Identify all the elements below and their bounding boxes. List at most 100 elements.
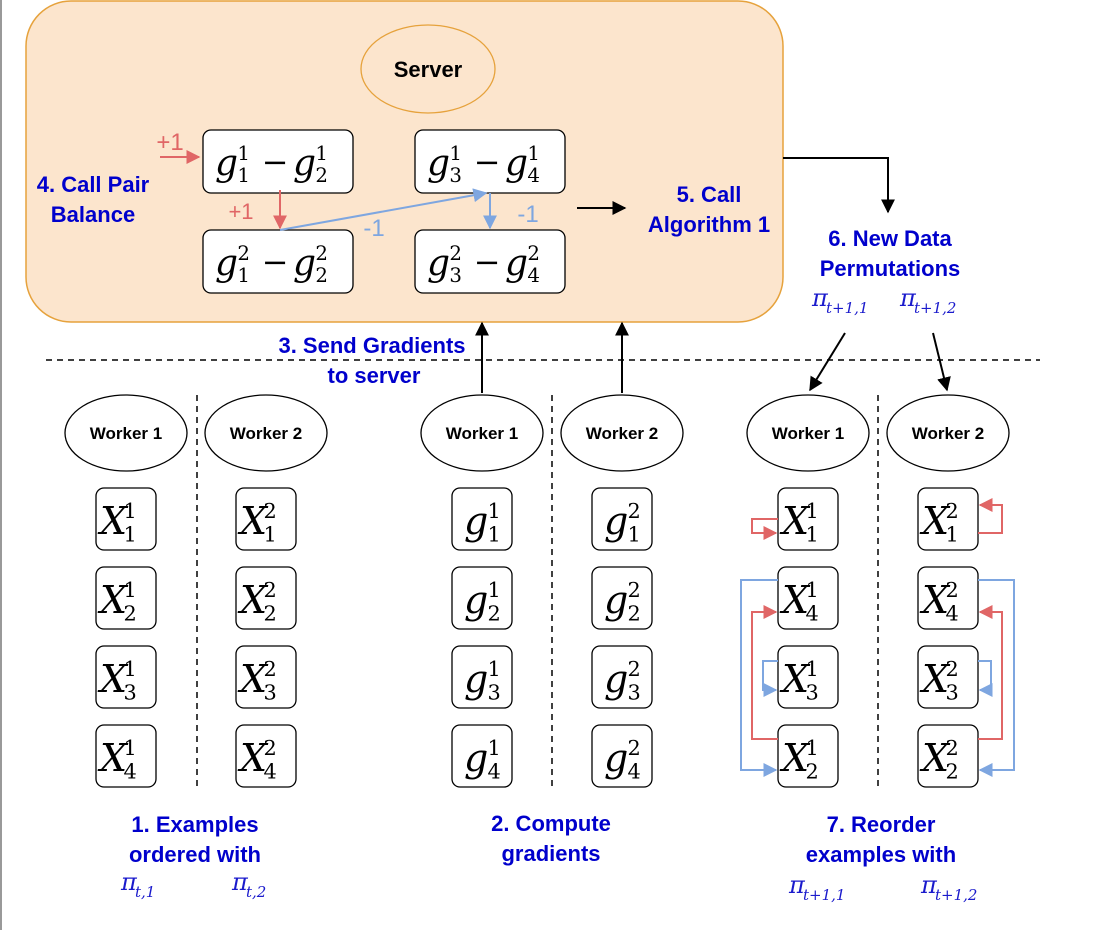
pair-term-b-letter: g: [505, 243, 528, 284]
w1-reorder-blue-self: [762, 660, 778, 697]
pi-new-permutation-1: πt+1,1: [811, 284, 868, 317]
cell-symbol-sub: 2: [488, 602, 501, 626]
cell-symbol-letter: X: [97, 578, 129, 622]
grads_w2-cell: g 24: [591, 724, 653, 788]
algorithm-label-line1: 5. Call: [677, 182, 742, 207]
cell-symbol-letter: X: [237, 578, 269, 622]
pair-term-b-sup: 1: [315, 142, 328, 165]
cell-symbol-sup: 2: [946, 499, 959, 523]
cell-symbol-sub: 4: [264, 760, 277, 784]
worker-nodes: Worker 1 Worker 2 Worker 1 Worker 2 Worker 1…: [64, 394, 1010, 472]
examples_w1-cell: X12: [95, 566, 157, 630]
cell-symbol-sup: 2: [628, 499, 641, 523]
pi-letter: π: [788, 871, 806, 899]
grads_w2-cell: g 22: [591, 566, 653, 630]
cell-frame: [777, 724, 839, 788]
cell-symbol-sup: 2: [946, 736, 959, 760]
cell-symbol-letter: X: [97, 499, 129, 543]
server-title: Server: [394, 57, 463, 82]
examples_w2-cell: X22: [235, 566, 297, 630]
cell-symbol-letter: X: [237, 499, 269, 543]
grads_w1-cell: g 11: [451, 487, 513, 551]
w2-reorder-blue-swap: [978, 579, 1015, 777]
cell-symbol-sub: 4: [124, 760, 137, 784]
pi-subscript: t,2: [246, 883, 266, 901]
reorder_w1-cell: X11: [777, 487, 839, 551]
reorder_w2-cell: X21: [917, 487, 979, 551]
examples-label-line2: ordered with: [129, 842, 261, 867]
w1-reorder-red-swap: [751, 605, 778, 740]
new-perm-label-line2: Permutations: [820, 256, 961, 281]
cell-symbol-sup: 1: [488, 499, 501, 523]
cell-symbol-sub: 3: [806, 681, 819, 705]
pair-term-a-letter: g: [427, 143, 450, 184]
cell-symbol-letter: g: [464, 578, 488, 622]
cell-symbol-sub: 4: [946, 602, 959, 626]
cell-symbol-sup: 1: [124, 499, 137, 523]
pair-balance-label-line2: Balance: [51, 202, 135, 227]
pair-term-b-letter: g: [293, 143, 316, 184]
pair-term-a-sub: 1: [237, 164, 250, 187]
new-perm-label-line1: 6. New Data: [828, 226, 952, 251]
cell-frame: [591, 645, 653, 709]
pair-box-2: g 21− g 22: [202, 229, 354, 294]
cell-symbol-sub: 1: [264, 523, 277, 547]
grads_w1-cell: g 13: [451, 645, 513, 709]
pair-term-a-sub: 1: [237, 264, 250, 287]
cell-symbol-sub: 1: [628, 523, 641, 547]
cell-symbol-sub: 2: [124, 602, 137, 626]
cell-symbol-sub: 2: [264, 602, 277, 626]
cell-frame: [235, 487, 297, 551]
cell-symbol-sub: 1: [488, 523, 501, 547]
pair-term-b-sup: 2: [315, 242, 328, 265]
grads_w2-cell: g 23: [591, 645, 653, 709]
examples_w1-cell: X13: [95, 645, 157, 709]
pair-term-b-sup: 2: [527, 242, 540, 265]
cell-symbol-sub: 3: [124, 681, 137, 705]
cell-frame: [235, 645, 297, 709]
pair-box-3: g 23− g 24: [414, 229, 566, 294]
cell-symbol-letter: X: [97, 736, 129, 780]
cell-symbol-sup: 1: [806, 736, 819, 760]
worker-node-label: Worker 1: [772, 424, 844, 443]
pair-box-0: g 11− g 12: [202, 129, 354, 194]
worker-node-label: Worker 1: [446, 424, 518, 443]
reorder-label-line2: examples with: [806, 842, 956, 867]
examples_w1-cell: X14: [95, 724, 157, 788]
cell-symbol-sub: 1: [124, 523, 137, 547]
reorder_w1-cell: X14: [777, 566, 839, 630]
cell-frame: [777, 566, 839, 630]
pair-term-a-sup: 1: [449, 142, 462, 165]
pi-subscript: t,1: [135, 883, 155, 901]
cell-frame: [917, 724, 979, 788]
pair-box-frame: [202, 229, 354, 294]
reorder_w1-cell: X12: [777, 724, 839, 788]
cell-symbol-sup: 1: [124, 578, 137, 602]
cell-symbol-letter: g: [464, 657, 488, 701]
plus-one-mid-label: +1: [228, 199, 253, 224]
worker-node-2: [420, 394, 544, 472]
cell-symbol-letter: X: [97, 657, 129, 701]
server-node: [360, 24, 496, 114]
worker-node-label: Worker 2: [912, 424, 984, 443]
reorder-label-line1: 7. Reorder: [827, 812, 936, 837]
cell-symbol-letter: g: [464, 736, 488, 780]
w1-reorder-red-self: [751, 518, 778, 540]
pair-term-b-letter: g: [505, 143, 528, 184]
reorder_w2-cell: X24: [917, 566, 979, 630]
cell-symbol-letter: X: [779, 736, 811, 780]
examples-label-line1: 1. Examples: [131, 812, 258, 837]
cell-symbol-letter: g: [604, 499, 628, 543]
cell-symbol-sub: 3: [264, 681, 277, 705]
pair-term-b-letter: g: [293, 243, 316, 284]
cell-symbol-sup: 1: [488, 736, 501, 760]
worker-node-label: Worker 2: [230, 424, 302, 443]
examples_w2-cell: X24: [235, 724, 297, 788]
pair-difference-boxes: g 11− g 12 g 13− g 14g 21− g 22 g 23− g 24: [202, 129, 566, 294]
cell-symbol-sub: 2: [628, 602, 641, 626]
pair-box-frame: [414, 229, 566, 294]
cell-frame: [235, 566, 297, 630]
cell-symbol-sub: 3: [628, 681, 641, 705]
cell-symbol-letter: X: [237, 657, 269, 701]
cell-frame: [591, 487, 653, 551]
